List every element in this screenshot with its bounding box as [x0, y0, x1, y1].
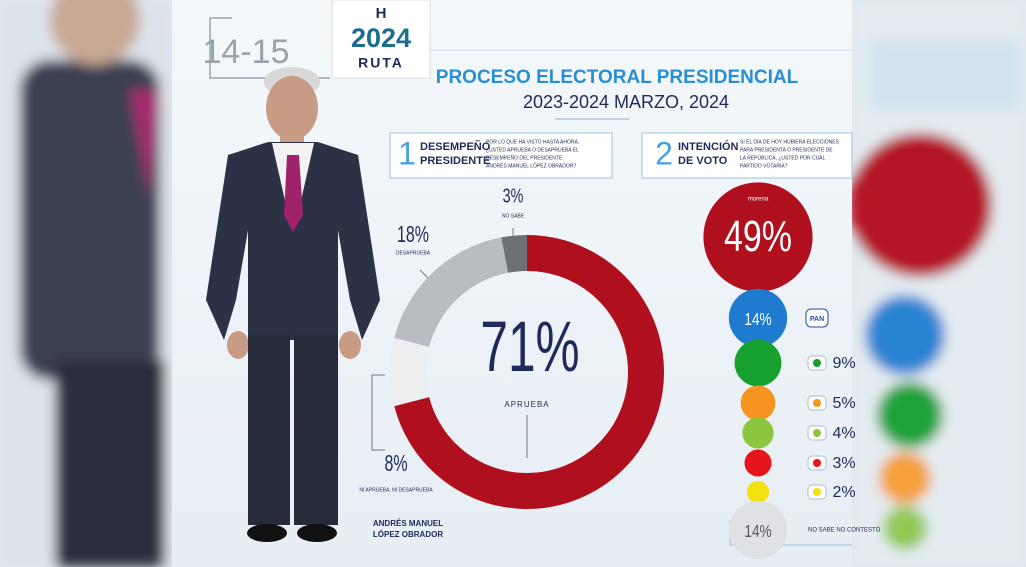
- logo-letter: H: [376, 5, 387, 22]
- section-question: PARA PRESIDENTA O PRESIDENTE DE: [740, 147, 833, 153]
- party-logo: [805, 308, 829, 328]
- bubble: [746, 480, 770, 504]
- party-logo: [813, 399, 821, 407]
- section-title: INTENCIÓN: [678, 140, 739, 153]
- section-number: 2: [655, 135, 673, 171]
- category-label: DESAPRUEBA: [396, 250, 431, 256]
- value-label: 3%: [503, 184, 524, 207]
- bubble: [742, 417, 774, 449]
- person-name: ANDRÉS MANUEL: [373, 519, 443, 528]
- bubble: [728, 288, 788, 348]
- title: PROCESO ELECTORAL PRESIDENCIAL: [436, 67, 799, 88]
- section-number: 1: [398, 135, 416, 171]
- section-question: PARTIDO VOTARÍA?: [740, 162, 788, 169]
- section-title: PRESIDENTE: [420, 155, 490, 167]
- category-label: APRUEBA: [504, 400, 549, 409]
- bubble: [734, 339, 782, 387]
- category-label: NO SABE: [502, 213, 525, 219]
- party-logo: [813, 488, 821, 496]
- value-label: 49%: [724, 212, 792, 261]
- party-logo: [813, 429, 821, 437]
- page-number: 14-15: [203, 33, 290, 71]
- category-label: PAN: [810, 316, 824, 323]
- donut-segment: [501, 235, 527, 273]
- bubble: [728, 500, 788, 560]
- logo-box: [331, 0, 431, 79]
- bubble: [740, 385, 776, 421]
- category-label: NO SABE NO CONTESTÓ: [808, 527, 881, 534]
- donut-segment: [390, 337, 430, 407]
- value-label: 4%: [832, 425, 855, 442]
- value-label: 14%: [744, 310, 771, 329]
- donut-segment: [394, 237, 509, 347]
- value-label: 18%: [397, 222, 429, 248]
- section-question: ANDRÉS MANUEL LÓPEZ OBRADOR?: [486, 162, 576, 169]
- category-label: NI APRUEBA, NI DESAPRUEBA: [359, 487, 433, 493]
- logo-name: RUTA: [358, 55, 404, 71]
- subtitle: 2023-2024 MARZO, 2024: [523, 92, 729, 112]
- logo-year: 2024: [351, 23, 411, 53]
- category-label: morena: [748, 197, 769, 203]
- bubble: [744, 449, 772, 477]
- value-label: 8%: [384, 451, 407, 477]
- section-question: LA REPÚBLICA, ¿USTED POR CUÁL: [740, 154, 826, 161]
- party-logo: [813, 359, 821, 367]
- section-question: ¿USTED APRUEBA O DESAPRUEBA EL: [486, 147, 579, 153]
- section-question: POR LO QUE HA VISTO HASTA AHORA,: [486, 139, 579, 145]
- value-label: 71%: [480, 307, 579, 387]
- section-question: DESEMPEÑO DEL PRESIDENTE: [486, 154, 563, 161]
- section-box: [641, 132, 853, 179]
- value-label: 9%: [832, 355, 855, 372]
- value-label: 2%: [832, 484, 855, 501]
- person-name: LÓPEZ OBRADOR: [373, 530, 443, 539]
- section-title: DE VOTO: [678, 155, 728, 167]
- section-box: [389, 132, 613, 179]
- section-title: DESEMPEÑO: [420, 140, 491, 153]
- bubble: [703, 182, 813, 292]
- section-question: SI EL DÍA DE HOY HUBIERA ELECCIONES: [740, 138, 840, 145]
- party-logo: [813, 459, 821, 467]
- value-label: 14%: [744, 522, 771, 541]
- connector: [371, 374, 385, 451]
- value-label: 3%: [832, 455, 855, 472]
- person: [206, 67, 380, 542]
- value-label: 5%: [832, 395, 855, 412]
